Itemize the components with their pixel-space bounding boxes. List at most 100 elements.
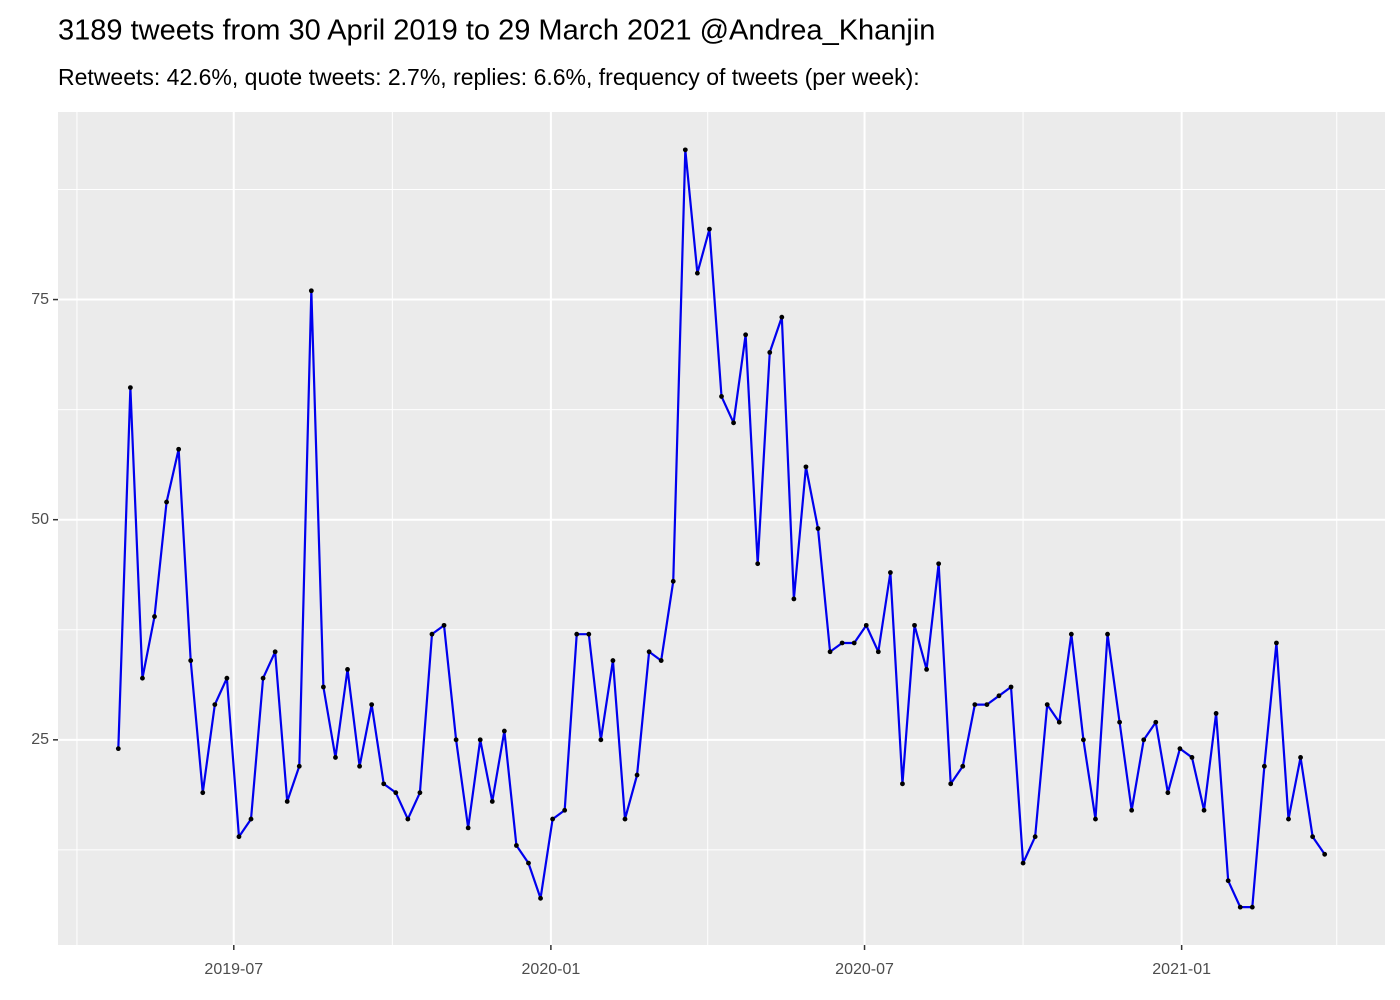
point (875, 649, 881, 655)
point (538, 895, 543, 901)
point (441, 622, 447, 628)
point (912, 622, 917, 628)
point (803, 464, 809, 470)
point (984, 702, 990, 708)
point (1093, 816, 1098, 822)
point (658, 658, 664, 663)
point (1225, 878, 1231, 884)
point (960, 763, 966, 769)
point (260, 675, 266, 681)
point (1044, 702, 1050, 708)
point (526, 860, 531, 866)
point (1165, 790, 1171, 796)
point (514, 843, 519, 848)
point (900, 781, 905, 787)
y-tick-label: 25 (31, 731, 49, 748)
point (321, 684, 326, 690)
point (164, 499, 169, 505)
point (272, 649, 278, 655)
point (176, 446, 182, 452)
point (562, 807, 568, 813)
point (779, 314, 785, 320)
point (682, 147, 688, 153)
point (140, 675, 145, 681)
point (550, 816, 556, 822)
point (622, 816, 628, 822)
point (1286, 816, 1291, 822)
point (972, 702, 978, 708)
point (284, 799, 290, 804)
point (1153, 719, 1159, 725)
point (743, 332, 749, 338)
point (767, 349, 773, 355)
point (586, 631, 592, 637)
point (212, 702, 218, 708)
point (1249, 904, 1255, 910)
point (308, 288, 314, 294)
point (936, 561, 942, 567)
point (1189, 755, 1195, 760)
point (417, 790, 423, 796)
point (610, 658, 616, 663)
point (369, 702, 375, 708)
chart-title: 3189 tweets from 30 April 2019 to 29 Mar… (58, 15, 935, 47)
point (815, 526, 821, 531)
point (1081, 737, 1086, 743)
point (1237, 904, 1243, 910)
point (731, 420, 736, 426)
point (924, 666, 929, 672)
x-tick-label: 2020-01 (522, 961, 581, 978)
point (1008, 684, 1014, 690)
point (489, 799, 495, 804)
point (1322, 851, 1328, 857)
point (1177, 746, 1183, 752)
point (851, 640, 857, 646)
point (1105, 631, 1110, 637)
point (393, 790, 399, 796)
point (236, 834, 242, 840)
point (115, 746, 121, 752)
point (791, 596, 797, 602)
point (453, 737, 459, 743)
point (707, 226, 712, 232)
point (200, 790, 206, 796)
point (1032, 834, 1038, 840)
point (1117, 719, 1122, 725)
x-tick-label: 2019-07 (204, 961, 263, 978)
point (839, 640, 845, 646)
point (465, 825, 471, 831)
point (296, 763, 302, 769)
point (1020, 860, 1026, 866)
point (1298, 755, 1303, 760)
point (248, 816, 254, 822)
point (477, 737, 483, 743)
point (996, 693, 1002, 699)
point (1129, 807, 1135, 813)
point (598, 737, 604, 743)
point (333, 755, 338, 760)
point (1201, 807, 1207, 813)
point (501, 728, 507, 734)
point (224, 675, 230, 681)
x-tick-label: 2021-01 (1152, 961, 1211, 978)
point (634, 772, 640, 778)
point (1056, 719, 1062, 725)
point (719, 394, 724, 399)
point (188, 658, 194, 663)
point (405, 816, 411, 822)
point (887, 570, 893, 575)
chart-subtitle: Retweets: 42.6%, quote tweets: 2.7%, rep… (58, 64, 920, 90)
point (357, 763, 362, 769)
point (345, 666, 350, 672)
point (1310, 834, 1316, 840)
point (127, 385, 133, 391)
point (827, 649, 833, 655)
point (1141, 737, 1147, 743)
point (694, 270, 700, 276)
x-tick-label: 2020-07 (835, 961, 894, 978)
point (670, 578, 676, 584)
point (152, 614, 157, 619)
point (755, 561, 761, 567)
point (1261, 763, 1267, 769)
